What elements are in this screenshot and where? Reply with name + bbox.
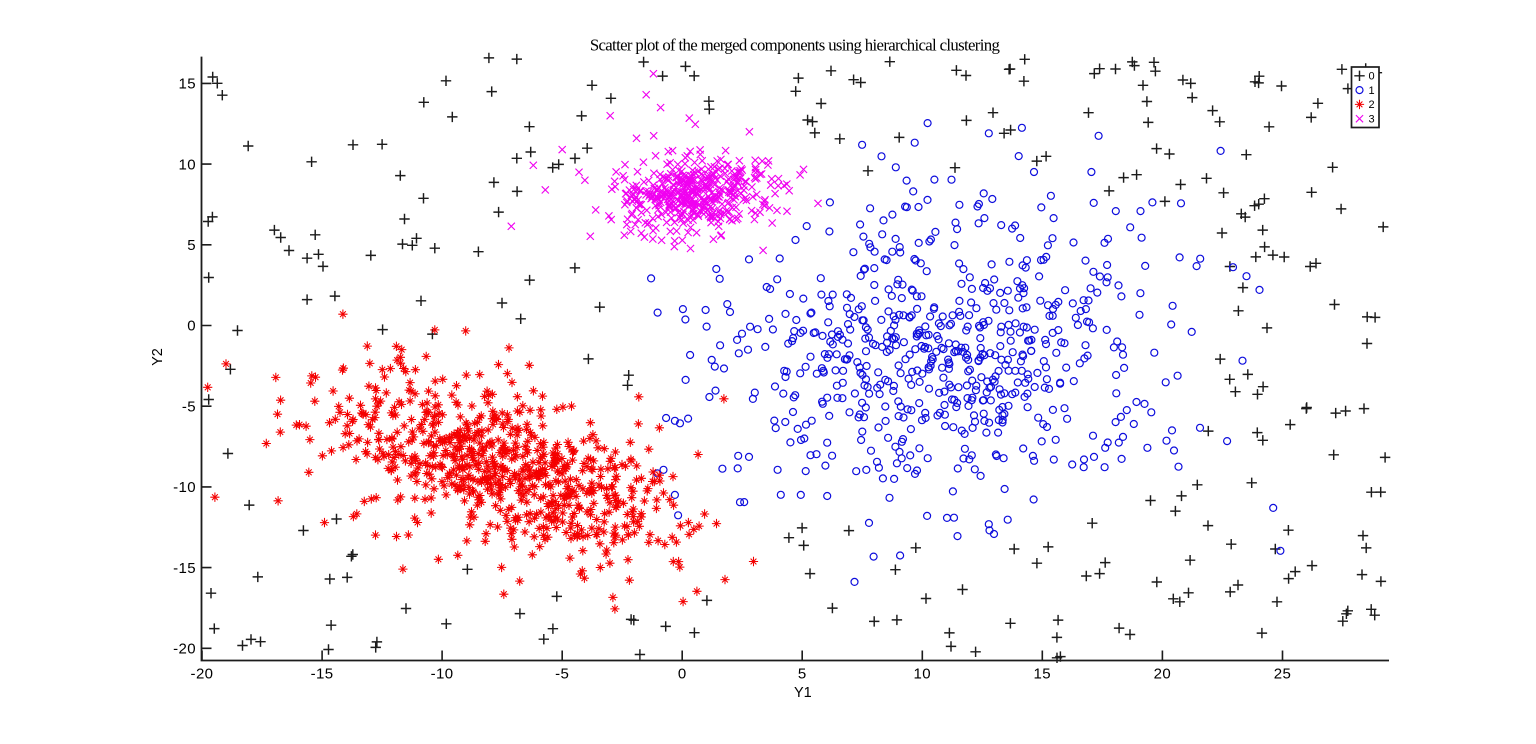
- svg-text:-20: -20: [173, 641, 196, 658]
- svg-text:0: 0: [187, 318, 196, 335]
- svg-text:-15: -15: [173, 560, 196, 577]
- svg-text:-5: -5: [555, 666, 569, 683]
- svg-text:Scatter plot of the merged com: Scatter plot of the merged components us…: [590, 36, 1001, 55]
- svg-text:15: 15: [1034, 666, 1052, 683]
- svg-text:25: 25: [1274, 666, 1292, 683]
- svg-text:3: 3: [1369, 114, 1375, 126]
- svg-text:-10: -10: [431, 666, 454, 683]
- svg-text:10: 10: [179, 156, 197, 173]
- svg-text:-15: -15: [311, 666, 334, 683]
- svg-text:-5: -5: [182, 398, 196, 415]
- svg-text:2: 2: [1369, 99, 1375, 111]
- svg-text:20: 20: [1154, 666, 1172, 683]
- svg-text:0: 0: [678, 666, 687, 683]
- svg-text:5: 5: [187, 237, 196, 254]
- svg-text:Y2: Y2: [150, 348, 166, 366]
- svg-text:5: 5: [798, 666, 807, 683]
- svg-text:-20: -20: [191, 666, 214, 683]
- svg-text:10: 10: [914, 666, 932, 683]
- svg-text:1: 1: [1369, 85, 1375, 97]
- svg-text:Y1: Y1: [794, 685, 812, 701]
- svg-text:15: 15: [179, 76, 197, 93]
- svg-text:0: 0: [1369, 71, 1375, 83]
- svg-text:-10: -10: [173, 479, 196, 496]
